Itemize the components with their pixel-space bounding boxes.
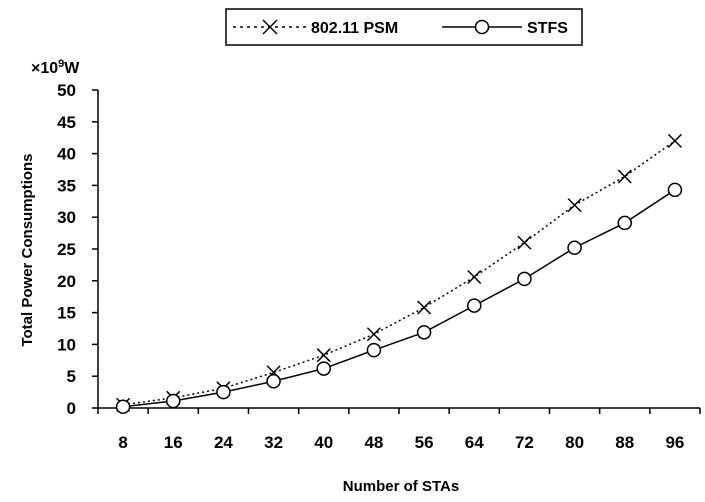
y-tick-label: 10: [57, 335, 76, 354]
x-tick-label: 80: [565, 433, 584, 452]
data-point-circle: [567, 240, 582, 255]
legend: 802.11 PSM STFS: [225, 8, 583, 46]
y-tick-label: 35: [57, 176, 76, 195]
x-tick-label: 64: [465, 433, 484, 452]
data-point-circle: [115, 399, 131, 414]
data-point-x: [467, 269, 482, 285]
data-point-circle: [166, 393, 181, 409]
y-tick-label: 0: [67, 399, 76, 418]
data-point-circle: [216, 384, 231, 400]
y-ticks: 0 5 10 15 20 25 30 35 40 45 50: [57, 81, 98, 418]
y-unit-exponent: 9: [58, 58, 64, 70]
series-stfs: [115, 182, 683, 414]
data-point-x: [567, 198, 582, 213]
data-point-circle: [416, 325, 432, 340]
y-axis-title: Total Power Consumptions: [19, 153, 36, 346]
y-tick-label: 40: [57, 145, 76, 164]
x-tick-label: 88: [615, 433, 634, 452]
y-tick-label: 50: [57, 81, 76, 100]
data-point-circle: [467, 298, 482, 313]
y-tick-label: 5: [67, 367, 76, 386]
y-tick-label: 45: [57, 113, 76, 132]
series-layer: [115, 133, 683, 414]
data-point-x: [667, 133, 682, 148]
legend-stfs-label: STFS: [527, 20, 568, 37]
y-unit-prefix: ×10: [31, 60, 58, 77]
legend-stfs-marker-icon: [474, 19, 490, 35]
legend-psm-label: 802.11 PSM: [311, 20, 398, 37]
x-tick-label: 96: [665, 433, 684, 452]
x-tick-label: 32: [264, 433, 283, 452]
x-tick-label: 16: [164, 433, 183, 452]
data-point-circle: [667, 182, 683, 198]
x-tick-label: 48: [364, 433, 383, 452]
series-psm: [116, 133, 682, 412]
data-point-circle: [316, 361, 331, 376]
x-tick-label: 40: [314, 433, 333, 452]
y-unit-label: ×109W: [31, 58, 80, 77]
x-tick-label: 24: [214, 433, 233, 452]
series-line: [122, 189, 676, 408]
x-tick-label: 72: [515, 433, 534, 452]
x-ticks: 8 16 24 32 40 48 56 64 72 80 88 96: [97, 408, 701, 452]
y-tick-label: 25: [57, 240, 76, 259]
y-tick-label: 15: [57, 304, 76, 323]
data-point-x: [517, 235, 532, 250]
y-unit-suffix: W: [64, 60, 80, 77]
series-line: [122, 140, 676, 406]
x-tick-label: 8: [118, 433, 127, 452]
y-tick-label: 30: [57, 208, 76, 227]
data-point-x: [617, 169, 632, 184]
legend-psm-marker-icon: [262, 19, 278, 35]
x-tick-label: 56: [415, 433, 434, 452]
legend-entry-psm: 802.11 PSM: [233, 19, 398, 37]
legend-box: [225, 8, 583, 46]
data-point-x: [316, 348, 331, 363]
data-point-circle: [266, 374, 281, 389]
data-point-circle: [617, 215, 632, 231]
legend-entry-stfs: STFS: [442, 19, 568, 37]
data-point-circle: [366, 342, 382, 358]
data-point-circle: [517, 271, 532, 287]
data-point-x: [366, 327, 381, 342]
data-point-x: [417, 300, 432, 315]
x-axis-title: Number of STAs: [343, 478, 459, 495]
y-tick-label: 20: [57, 272, 76, 291]
